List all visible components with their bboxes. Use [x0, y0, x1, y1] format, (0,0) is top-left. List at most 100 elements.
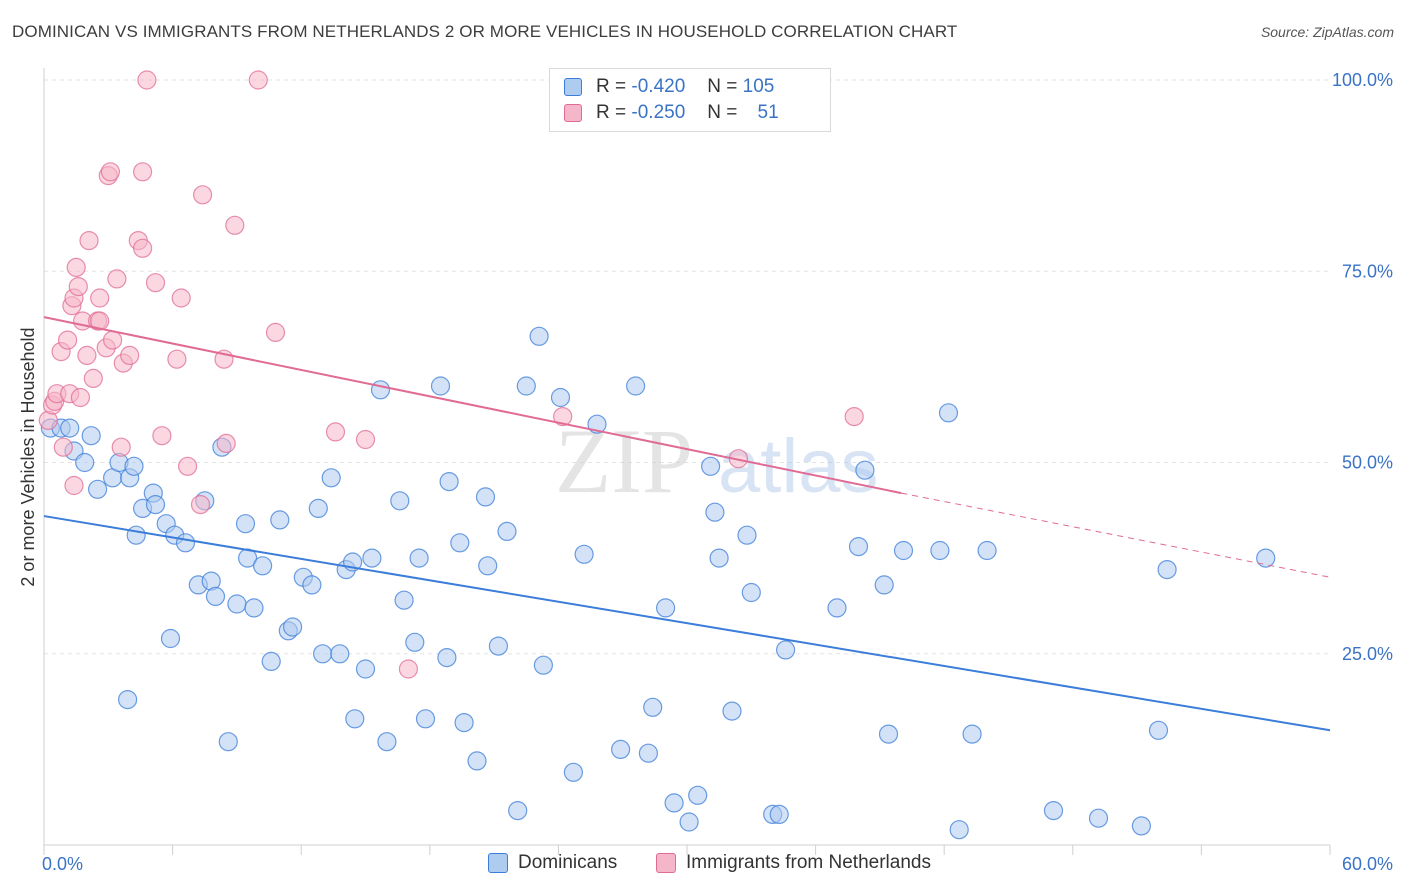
- bottom-legend-dominicans: Dominicans: [488, 852, 617, 874]
- data-point-dominicans: [394, 590, 414, 610]
- data-point-dominicans: [550, 387, 571, 408]
- legend-r-label: R =: [596, 102, 627, 123]
- data-point-netherlands: [70, 387, 91, 408]
- data-point-netherlands: [225, 215, 245, 235]
- stats-legend-row-dominicans: R = -0.420 N = 105: [564, 75, 774, 99]
- bottom-legend-swatch-dominicans: [488, 853, 508, 873]
- data-point-dominicans: [117, 689, 138, 710]
- data-point-netherlands: [53, 437, 73, 457]
- source-label: Source: ZipAtlas.com: [1260, 24, 1394, 40]
- stats-legend: R = -0.420 N = 105 R = -0.250 N = 51: [549, 68, 831, 132]
- data-point-dominicans: [827, 598, 847, 618]
- trend-line-netherlands: [43, 316, 902, 495]
- data-point-dominicans: [467, 751, 487, 771]
- data-point-dominicans: [938, 403, 959, 423]
- data-point-dominicans: [321, 468, 341, 488]
- data-point-netherlands: [133, 238, 153, 258]
- data-point-dominicans: [700, 456, 721, 476]
- data-point-dominicans: [175, 533, 196, 553]
- data-point-dominicans: [437, 647, 457, 668]
- data-point-netherlands: [265, 322, 286, 342]
- data-point-dominicans: [488, 636, 508, 656]
- data-point-netherlands: [107, 269, 127, 289]
- x-tick-label-min: 0.0%: [42, 854, 83, 874]
- legend-r-value-dominicans: -0.420: [631, 76, 686, 97]
- data-point-dominicans: [283, 617, 303, 637]
- data-point-dominicans: [769, 804, 789, 825]
- data-point-dominicans: [227, 594, 247, 614]
- trend-line-netherlands-extension: [901, 492, 1331, 578]
- data-point-dominicans: [75, 452, 95, 473]
- data-point-dominicans: [529, 326, 549, 346]
- data-point-netherlands: [133, 162, 153, 182]
- data-point-dominicans: [454, 712, 474, 733]
- data-point-netherlands: [120, 345, 140, 365]
- data-point-netherlands: [193, 185, 213, 205]
- data-point-netherlands: [167, 349, 187, 369]
- data-point-dominicans: [722, 701, 742, 721]
- data-point-dominicans: [533, 655, 554, 675]
- data-point-netherlands: [216, 433, 236, 453]
- legend-swatch-dominicans: [564, 78, 582, 96]
- y-tick-label: 100.0%: [1332, 70, 1393, 90]
- axes: [43, 68, 1331, 855]
- data-point-dominicans: [893, 540, 914, 561]
- data-point-netherlands: [137, 70, 157, 90]
- data-point-dominicans: [930, 540, 950, 561]
- data-point-netherlands: [145, 273, 166, 293]
- data-point-dominicans: [244, 598, 264, 618]
- bottom-legend-swatch-netherlands: [656, 853, 676, 873]
- data-point-dominicans: [302, 575, 322, 595]
- data-point-dominicans: [977, 540, 997, 561]
- data-point-dominicans: [874, 575, 894, 595]
- data-point-dominicans: [1157, 559, 1177, 580]
- data-point-netherlands: [90, 311, 110, 331]
- data-point-netherlands: [152, 426, 172, 446]
- data-point-netherlands: [248, 70, 268, 90]
- data-point-dominicans: [313, 644, 333, 664]
- data-point-netherlands: [102, 330, 123, 350]
- watermark-atlas: atlas: [718, 424, 879, 509]
- data-point-netherlands: [190, 495, 211, 515]
- data-point-netherlands: [90, 288, 110, 308]
- data-point-dominicans: [145, 495, 166, 515]
- data-point-dominicans: [160, 628, 181, 649]
- tick-labels: 100.0% 75.0% 50.0% 25.0% 0.0% 60.0%: [42, 70, 1393, 874]
- data-point-dominicans: [855, 460, 875, 480]
- y-tick-label: 75.0%: [1342, 261, 1393, 281]
- data-point-dominicans: [664, 793, 684, 813]
- data-point-dominicans: [1256, 548, 1276, 568]
- data-point-dominicans: [205, 586, 226, 607]
- bottom-legend-label-netherlands: Immigrants from Netherlands: [686, 852, 931, 873]
- series-netherlands: [38, 70, 864, 679]
- data-point-dominicans: [949, 820, 969, 840]
- data-point-dominicans: [709, 548, 729, 568]
- data-point-dominicans: [962, 724, 982, 744]
- stats-legend-row-netherlands: R = -0.250 N = 51: [564, 101, 779, 125]
- data-point-dominicans: [355, 659, 376, 679]
- legend-r-value-netherlands: -0.250: [631, 102, 686, 123]
- y-axis-label: 2 or more Vehicles in Household: [18, 327, 38, 586]
- data-point-dominicans: [439, 472, 459, 492]
- data-point-dominicans: [330, 644, 350, 664]
- data-point-dominicans: [478, 556, 498, 576]
- data-point-dominicans: [261, 651, 281, 672]
- data-point-netherlands: [68, 277, 88, 297]
- series-dominicans: [40, 326, 1276, 840]
- data-point-dominicans: [218, 732, 238, 752]
- data-point-dominicans: [1148, 720, 1169, 740]
- data-point-netherlands: [355, 429, 376, 450]
- legend-n-value-dominicans: 105: [742, 76, 775, 97]
- data-point-dominicans: [638, 743, 659, 763]
- data-point-netherlands: [64, 475, 84, 496]
- data-point-dominicans: [574, 544, 594, 564]
- data-point-dominicans: [235, 514, 256, 534]
- data-point-netherlands: [77, 345, 97, 365]
- data-point-dominicans: [87, 479, 108, 499]
- data-point-dominicans: [60, 418, 80, 438]
- data-point-dominicans: [430, 376, 451, 396]
- data-point-dominicans: [124, 456, 144, 476]
- watermark: ZIP atlas: [555, 410, 879, 512]
- data-point-dominicans: [625, 376, 646, 396]
